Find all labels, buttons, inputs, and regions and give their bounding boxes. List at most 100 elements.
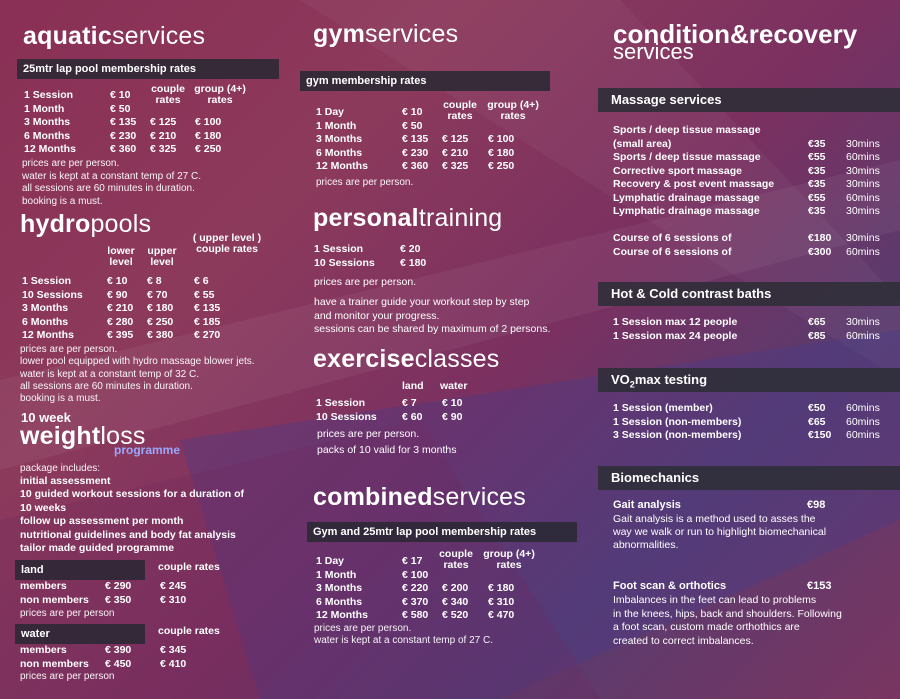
exercise-row-cell: € 60 (402, 410, 423, 423)
combined-row-cell: € 520 (442, 609, 469, 622)
condition-title: condition&recovery (613, 19, 858, 49)
vo2-row-cell: €65 (808, 415, 826, 428)
hotcold-bar: Hot & Cold contrast baths (598, 282, 900, 306)
personal-row-cell: 1 Session (314, 243, 364, 255)
water-row-cell: non members (20, 657, 89, 670)
course-row-cell: €300 (808, 245, 832, 258)
water-note: prices are per person (20, 671, 115, 682)
gait-desc-line: way we walk or run to highlight biomecha… (613, 526, 827, 538)
exercise-note: prices are per person. (317, 428, 420, 440)
massage-row-cell: 30mins (846, 205, 880, 217)
aquatic-bar: 25mtr lap pool membership rates (17, 59, 279, 79)
foot-desc-line: created to correct imbalances. (613, 634, 754, 647)
gym-row-cell: € 250 (488, 160, 515, 173)
land-row-cell: € 350 (105, 593, 132, 606)
gym-row-cell: € 180 (488, 146, 515, 159)
combined-row-cell: 3 Months (316, 582, 363, 595)
gym-row-cell: € 100 (488, 133, 515, 146)
gym-row-cell: 3 Months (316, 133, 363, 146)
gym-row-cell: € 360 (402, 160, 429, 173)
combined-note: water is kept at a constant temp of 27 C… (314, 635, 493, 647)
massage-row-cell: (small area) (613, 137, 672, 150)
hydro-lower-header: lower level (107, 245, 135, 268)
course-row-cell: €180 (808, 232, 832, 244)
aquatic-row-cell: € 50 (110, 102, 131, 115)
aquatic-row-cell: € 100 (195, 116, 222, 129)
massage-row-cell: Sports / deep tissue massage (613, 151, 761, 163)
vo2-row-cell: 3 Session (non-members) (613, 429, 742, 441)
personal-note: sessions can be shared by maximum of 2 p… (314, 323, 551, 335)
exercise-row-cell: 10 Sessions (316, 410, 377, 423)
water-couple-header: couple rates (158, 625, 220, 637)
massage-row-cell: Lymphatic drainage massage (613, 191, 760, 204)
water-row-cell: € 345 (160, 644, 187, 656)
exercise-row-cell: 1 Session (316, 397, 366, 409)
massage-row-cell: Lymphatic drainage massage (613, 205, 760, 217)
combined-group-header: group (4+) rates (483, 548, 535, 571)
course-row-cell: 30mins (846, 232, 880, 244)
aquatic-note: all sessions are 60 minutes in duration. (22, 183, 195, 195)
gym-row-cell: € 10 (402, 106, 423, 118)
land-bar: land (15, 560, 145, 580)
course-row-cell: Course of 6 sessions of (613, 245, 732, 258)
aquatic-row-cell: € 230 (110, 129, 137, 142)
hydro-note: prices are per person. (20, 344, 118, 355)
weightloss-title: weightloss (20, 422, 146, 450)
hydro-row-cell: 6 Months (22, 315, 69, 328)
vo2-row-cell: 60mins (846, 402, 880, 414)
combined-row-cell: € 180 (488, 582, 515, 595)
vo2-row-cell: €50 (808, 402, 826, 414)
vo2-row-cell: €150 (808, 429, 832, 441)
combined-row-cell: € 580 (402, 609, 429, 622)
aquatic-note: prices are per person. (22, 158, 120, 169)
massage-row-cell: €35 (808, 137, 826, 150)
combined-row-cell: 1 Month (316, 568, 357, 581)
gait-desc-line: Gait analysis is a method used to asses … (613, 513, 816, 525)
massage-row-cell: 60mins (846, 151, 880, 163)
gym-bar: gym membership rates (300, 71, 550, 91)
combined-row-cell: € 370 (402, 595, 429, 608)
land-row-cell: members (20, 580, 67, 592)
weightloss-item: initial assessment (20, 475, 111, 487)
water-row-cell: members (20, 644, 67, 656)
hydro-row-cell: € 270 (194, 329, 221, 342)
exercise-title: exerciseclasses (313, 345, 500, 373)
hydro-row-cell: € 210 (107, 302, 134, 315)
gym-row-cell: 1 Day (316, 106, 345, 118)
weightloss-item: nutritional guidelines and body fat anal… (20, 528, 236, 541)
exercise-water-header: water (440, 380, 468, 392)
land-row-cell: non members (20, 593, 89, 606)
massage-row-cell: 30mins (846, 178, 880, 190)
water-bar: water (15, 624, 145, 644)
personal-row-cell: € 180 (400, 256, 427, 269)
exercise-land-header: land (402, 380, 424, 392)
hotcold-row-cell: 1 Session max 12 people (613, 316, 738, 328)
foot-label: Foot scan & orthotics (613, 580, 727, 592)
massage-row-cell: €35 (808, 164, 826, 177)
condition-subtitle: services (613, 39, 694, 64)
massage-row-cell: €35 (808, 178, 826, 190)
aquatic-row-cell: € 325 (150, 143, 177, 156)
hydro-row-cell: € 380 (147, 329, 174, 342)
combined-row-cell: 6 Months (316, 595, 363, 608)
hydro-couple-header: ( upper level ) couple rates (192, 232, 262, 255)
aquatic-row-cell: € 360 (110, 143, 137, 156)
gait-label: Gait analysis (613, 499, 681, 511)
aquatic-title: aquaticservices (23, 22, 206, 50)
combined-row-cell: € 100 (402, 568, 429, 581)
personal-title: personaltraining (313, 204, 503, 232)
combined-row-cell: € 310 (488, 595, 515, 608)
exercise-row-cell: € 10 (442, 397, 463, 409)
biomechanics-bar: Biomechanics (598, 466, 900, 490)
aquatic-note: water is kept at a constant temp of 27 C… (22, 170, 201, 182)
gym-note: prices are per person. (316, 177, 414, 188)
hydro-row-cell: € 250 (147, 315, 174, 328)
massage-row-cell: 30mins (846, 137, 880, 150)
weightloss-sub: programme (114, 443, 181, 457)
hotcold-row-cell: 30mins (846, 316, 880, 328)
aquatic-row-cell: 3 Months (24, 116, 71, 129)
gym-group-header: group (4+) rates (487, 99, 539, 122)
massage-row-cell: Recovery & post event massage (613, 178, 775, 190)
water-row-cell: € 390 (105, 644, 132, 656)
foot-price: €153 (807, 580, 832, 592)
